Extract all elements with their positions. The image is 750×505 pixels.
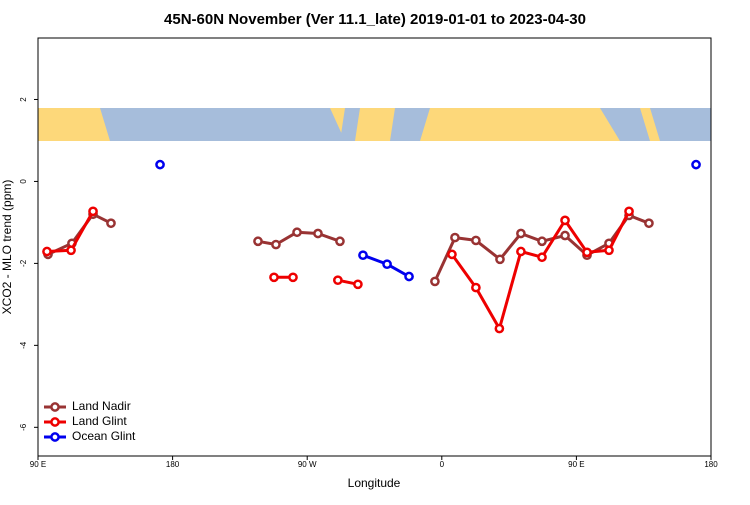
point [691,159,701,170]
point [471,282,481,293]
point [335,236,345,247]
point [333,275,343,286]
x-tick-label: 180 [704,460,718,469]
point [644,218,654,229]
point [537,252,547,263]
chart-title: 45N-60N November (Ver 11.1_late) 2019-01… [164,11,586,28]
point [66,245,76,256]
point [430,276,440,287]
y-tick-label: -2 [19,259,28,267]
point [353,279,363,290]
point [537,236,547,247]
y-tick-label: 0 [19,179,28,184]
point [313,228,323,239]
map-band [38,108,711,141]
plot-frame [37,37,712,457]
legend-label: Ocean Glint [72,429,136,443]
point [582,247,592,258]
point [624,206,634,217]
legend-marker [50,402,60,412]
point [494,323,505,334]
point [106,218,116,229]
point [560,230,570,241]
x-axis-label: Longitude [348,476,401,490]
point [516,246,526,257]
y-tick-label: 2 [19,97,28,102]
point [42,246,52,257]
x-tick-label: 90 E [568,460,584,469]
point [450,232,460,243]
legend-marker [50,432,60,442]
point [269,272,279,283]
legend-marker [50,417,60,427]
legend-label: Land Nadir [72,399,131,413]
point [604,245,614,256]
point [471,235,481,246]
x-tick-label: 90 E [30,460,46,469]
point [271,239,281,250]
point [288,272,298,283]
point [516,228,526,239]
point [560,215,570,226]
point [88,206,98,217]
point [155,159,165,170]
point [447,249,457,260]
point [404,271,414,282]
legend-label: Land Glint [72,414,127,428]
point [253,236,263,247]
x-tick-label: 90 W [298,460,317,469]
point [495,254,505,265]
x-tick-label: 0 [440,460,445,469]
y-tick-label: -6 [19,423,28,431]
point [358,250,368,261]
y-tick-label: -4 [19,341,28,349]
x-tick-label: 180 [166,460,180,469]
point [292,227,302,238]
point [382,259,392,270]
y-axis-label: XCO2 - MLO trend (ppm) [0,180,14,315]
